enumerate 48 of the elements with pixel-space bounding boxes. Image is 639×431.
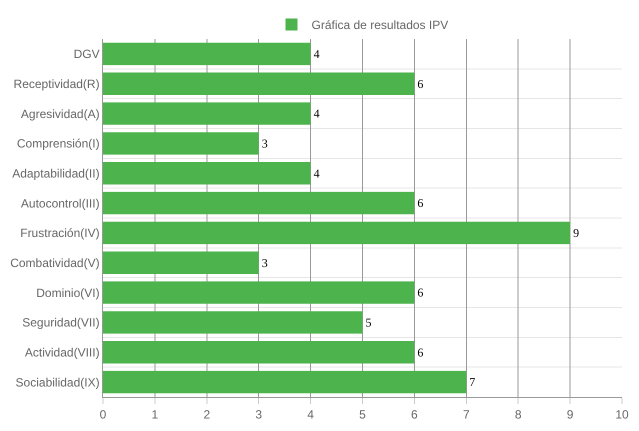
bar <box>103 192 414 214</box>
y-tick-label: Comprensión(I) <box>16 136 100 151</box>
bar <box>103 222 570 244</box>
y-tick-label: Combatividad(V) <box>10 256 100 270</box>
data-label: 4 <box>314 166 320 180</box>
y-tick-label: Autocontrol(III) <box>20 196 100 210</box>
bar <box>103 72 414 95</box>
x-tick-label: 4 <box>307 407 314 422</box>
data-label: 6 <box>417 286 424 300</box>
y-tick-label: Receptividad(R) <box>14 76 100 91</box>
x-tick-label: 7 <box>462 407 470 422</box>
bar <box>103 311 362 334</box>
bar <box>103 281 414 304</box>
bar <box>103 341 414 364</box>
data-label: 4 <box>314 106 320 121</box>
y-tick-label: Dominio(VI) <box>36 286 100 300</box>
x-tick-label: 3 <box>255 407 262 422</box>
data-label: 6 <box>417 345 424 360</box>
x-tick-label: 2 <box>203 407 210 422</box>
x-tick-label: 10 <box>615 407 629 422</box>
x-tick-label: 5 <box>359 407 366 422</box>
y-tick-label: Sociabilidad(IX) <box>16 375 100 390</box>
y-tick-label: DGV <box>74 47 100 62</box>
y-tick-label: Agresividad(A) <box>20 106 100 121</box>
y-tick-label: Frustración(IV) <box>20 226 100 240</box>
bar <box>103 162 311 184</box>
bar <box>103 42 311 66</box>
data-label: 3 <box>262 256 268 270</box>
data-label: 6 <box>417 76 424 91</box>
data-label: 4 <box>314 46 320 61</box>
bar <box>103 132 259 155</box>
data-label: 7 <box>469 375 476 390</box>
x-tick-label: 1 <box>152 407 159 422</box>
legend-label: Gráfica de resultados IPV <box>312 18 448 32</box>
bar <box>103 102 311 125</box>
data-label: 9 <box>573 226 580 240</box>
y-tick-label: Adaptabilidad(II) <box>12 166 100 180</box>
bar <box>103 370 466 394</box>
data-label: 5 <box>366 315 372 330</box>
x-tick-label: 0 <box>100 407 107 422</box>
data-label: 3 <box>262 136 268 150</box>
x-tick-label: 6 <box>411 407 418 422</box>
x-tick-label: 8 <box>514 407 522 422</box>
y-tick-label: Actividad(VIII) <box>24 345 100 360</box>
x-tick-label: 9 <box>566 407 574 422</box>
y-tick-label: Seguridad(VII) <box>22 316 100 330</box>
data-label: 6 <box>417 196 424 210</box>
bar <box>103 252 259 274</box>
